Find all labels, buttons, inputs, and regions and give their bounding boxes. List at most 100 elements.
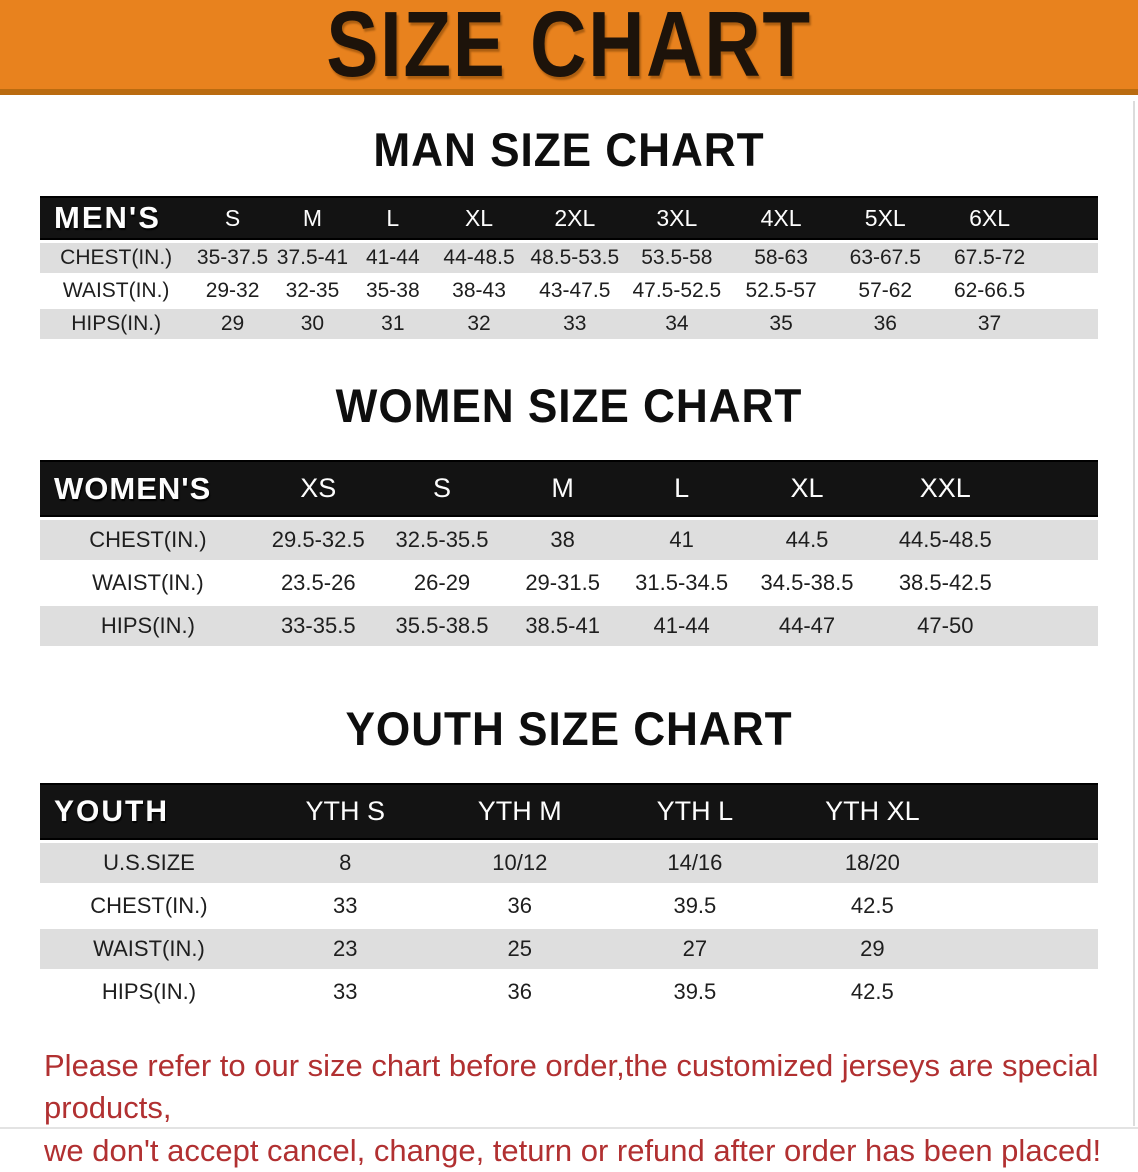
youth-cell: 33 — [257, 972, 433, 1012]
women-cell: 32.5-35.5 — [380, 520, 504, 560]
women-cell: 38.5-41 — [503, 606, 622, 646]
banner: SIZE CHART — [0, 0, 1138, 95]
women-section-title: WOMEN SIZE CHART — [335, 379, 803, 432]
men-cell: 44-48.5 — [433, 243, 525, 273]
men-cell: 41-44 — [352, 243, 434, 273]
youth-cell: 23 — [257, 929, 433, 969]
men-cell: 33 — [524, 309, 626, 339]
youth-cell: 42.5 — [782, 886, 1098, 926]
men-column-header-2xl: 2XL — [524, 196, 626, 240]
youth-cell: 14/16 — [607, 843, 783, 883]
men-section: MAN SIZE CHART MEN'S S M L XL 2XL 3XL 4XL 5XL 6XL… — [0, 122, 1138, 342]
youth-cell: 10/12 — [432, 843, 608, 883]
youth-cell: 27 — [607, 929, 783, 969]
men-table-row: WAIST(IN.) 29-32 32-35 35-38 38-43 43-47.5 47.… — [40, 276, 1098, 306]
women-column-header-m: M — [503, 460, 622, 517]
men-row-label: CHEST(IN.) — [40, 243, 193, 273]
women-cell: 35.5-38.5 — [380, 606, 504, 646]
men-table-row: HIPS(IN.) 29 30 31 32 33 34 35 36 37 — [40, 309, 1098, 339]
youth-table-row: WAIST(IN.) 23 25 27 29 — [40, 929, 1098, 969]
men-cell: 37.5-41 — [272, 243, 353, 273]
men-cell: 52.5-57 — [728, 276, 834, 306]
women-table-row: CHEST(IN.) 29.5-32.5 32.5-35.5 38 41 44.5 44.5… — [40, 520, 1098, 560]
men-cell: 58-63 — [728, 243, 834, 273]
women-size-table: WOMEN'S XS S M L XL XXL CHEST(IN.) 29.5-32.5 32.5… — [40, 457, 1098, 649]
men-cell: 48.5-53.5 — [524, 243, 626, 273]
youth-cell: 33 — [257, 886, 433, 926]
men-cell: 36 — [833, 309, 938, 339]
image-right-edge-line — [1133, 101, 1135, 1126]
women-column-header-s: S — [380, 460, 504, 517]
women-column-header-l: L — [621, 460, 742, 517]
men-cell: 63-67.5 — [833, 243, 938, 273]
men-section-title: MAN SIZE CHART — [373, 123, 765, 176]
men-row-label: HIPS(IN.) — [40, 309, 193, 339]
men-cell: 35 — [728, 309, 834, 339]
youth-cell: 36 — [432, 972, 608, 1012]
men-column-header-m: M — [272, 196, 353, 240]
men-cell: 67.5-72 — [937, 243, 1098, 273]
women-cell: 44-47 — [741, 606, 873, 646]
men-cell: 29-32 — [192, 276, 273, 306]
youth-section: YOUTH SIZE CHART YOUTH YTH S YTH M YTH L YTH… — [0, 701, 1138, 1015]
men-cell: 53.5-58 — [625, 243, 729, 273]
youth-column-header-yth-m: YTH M — [432, 783, 608, 840]
youth-row-label: WAIST(IN.) — [40, 929, 258, 969]
men-column-header-s: S — [192, 196, 273, 240]
women-cell: 44.5-48.5 — [872, 520, 1098, 560]
men-column-header-3xl: 3XL — [625, 196, 729, 240]
men-column-header-4xl: 4XL — [728, 196, 834, 240]
men-table-row: CHEST(IN.) 35-37.5 37.5-41 41-44 44-48.5 48.5… — [40, 243, 1098, 273]
women-column-header-xxl: XXL — [872, 460, 1098, 517]
youth-cell: 8 — [257, 843, 433, 883]
women-cell: 31.5-34.5 — [621, 563, 742, 603]
women-corner-label: WOMEN'S — [40, 460, 256, 517]
women-cell: 41 — [621, 520, 742, 560]
women-row-label: WAIST(IN.) — [40, 563, 256, 603]
youth-cell: 42.5 — [782, 972, 1098, 1012]
men-cell: 43-47.5 — [524, 276, 626, 306]
youth-column-header-yth-s: YTH S — [257, 783, 433, 840]
women-cell: 44.5 — [741, 520, 873, 560]
men-cell: 57-62 — [833, 276, 938, 306]
women-column-header-xs: XS — [255, 460, 381, 517]
women-cell: 38 — [503, 520, 622, 560]
youth-table-row: U.S.SIZE 8 10/12 14/16 18/20 — [40, 843, 1098, 883]
women-table-row: HIPS(IN.) 33-35.5 35.5-38.5 38.5-41 41-44 44-… — [40, 606, 1098, 646]
women-row-label: HIPS(IN.) — [40, 606, 256, 646]
youth-column-header-yth-xl: YTH XL — [782, 783, 1098, 840]
men-header-row: MEN'S S M L XL 2XL 3XL 4XL 5XL 6XL — [40, 196, 1098, 240]
women-cell: 29-31.5 — [503, 563, 622, 603]
women-cell: 33-35.5 — [255, 606, 381, 646]
men-cell: 34 — [625, 309, 729, 339]
men-cell: 38-43 — [433, 276, 525, 306]
women-row-label: CHEST(IN.) — [40, 520, 256, 560]
men-row-label: WAIST(IN.) — [40, 276, 193, 306]
women-cell: 47-50 — [872, 606, 1098, 646]
disclaimer-line-2: we don't accept cancel, change, teturn o… — [44, 1132, 1102, 1168]
men-cell: 35-37.5 — [192, 243, 273, 273]
women-section: WOMEN SIZE CHART WOMEN'S XS S M L XL XXL CHEST(… — [0, 378, 1138, 649]
men-column-header-5xl: 5XL — [833, 196, 938, 240]
women-cell: 29.5-32.5 — [255, 520, 381, 560]
youth-table-row: HIPS(IN.) 33 36 39.5 42.5 — [40, 972, 1098, 1012]
youth-section-title: YOUTH SIZE CHART — [345, 702, 793, 755]
youth-row-label: CHEST(IN.) — [40, 886, 258, 926]
youth-cell: 39.5 — [607, 972, 783, 1012]
men-size-table: MEN'S S M L XL 2XL 3XL 4XL 5XL 6XL CHEST(IN.) 35-37… — [40, 193, 1098, 342]
youth-header-row: YOUTH YTH S YTH M YTH L YTH XL — [40, 783, 1098, 840]
image-bottom-edge-line — [0, 1127, 1138, 1129]
disclaimer-line-1: Please refer to our size chart before or… — [44, 1048, 1099, 1126]
women-cell: 34.5-38.5 — [741, 563, 873, 603]
men-cell: 62-66.5 — [937, 276, 1098, 306]
men-column-header-xl: XL — [433, 196, 525, 240]
men-cell: 32-35 — [272, 276, 353, 306]
women-cell: 41-44 — [621, 606, 742, 646]
youth-cell: 25 — [432, 929, 608, 969]
youth-cell: 36 — [432, 886, 608, 926]
youth-size-table: YOUTH YTH S YTH M YTH L YTH XL U.S.SIZE 8 10/12… — [40, 780, 1098, 1015]
women-cell: 26-29 — [380, 563, 504, 603]
youth-column-header-yth-l: YTH L — [607, 783, 783, 840]
men-cell: 30 — [272, 309, 353, 339]
youth-row-label: U.S.SIZE — [40, 843, 258, 883]
